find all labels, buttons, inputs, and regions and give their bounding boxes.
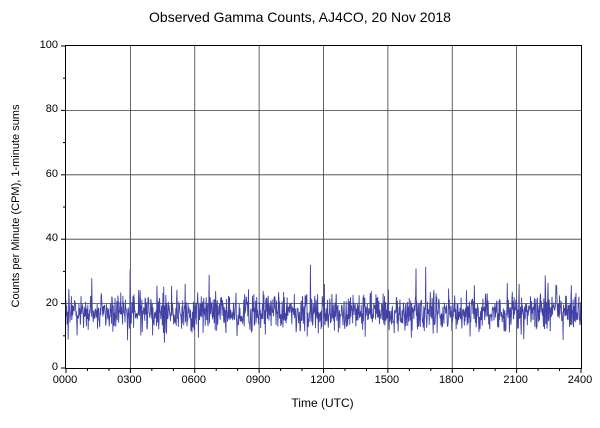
x-tick-label: 1800 <box>439 374 464 386</box>
y-tick-label: 40 <box>45 232 58 245</box>
y-tick-label: 100 <box>39 39 58 51</box>
y-tick-label: 80 <box>45 103 58 116</box>
data-line-gamma-counts <box>65 264 582 343</box>
x-tick-label: 2400 <box>567 374 593 386</box>
x-tick-label: 0900 <box>245 374 271 386</box>
x-tick-label: 1500 <box>374 374 400 386</box>
y-tick-label: 20 <box>45 296 58 309</box>
x-tick-label: 2100 <box>503 374 528 386</box>
plot-svg <box>61 45 582 373</box>
y-axis-title: Counts per Minute (CPM), 1-minute sums <box>10 104 22 308</box>
plot-area <box>61 45 582 373</box>
x-tick-label: 1200 <box>310 374 335 386</box>
x-tick-label: 0300 <box>117 374 142 386</box>
x-tick-label: 0000 <box>52 374 78 386</box>
chart-title: Observed Gamma Counts, AJ4CO, 20 Nov 201… <box>149 9 451 25</box>
y-tick-label: 0 <box>51 361 58 373</box>
y-tick-label: 60 <box>45 167 58 180</box>
x-tick-label: 0600 <box>181 374 206 386</box>
x-axis-title: Time (UTC) <box>291 396 354 410</box>
